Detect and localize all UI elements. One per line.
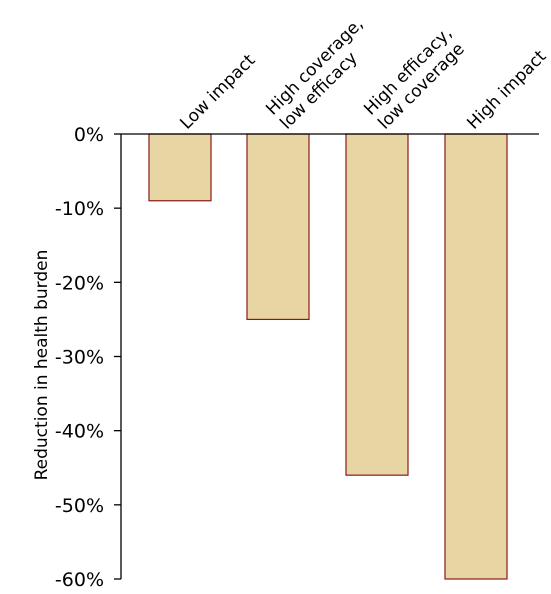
y-tick-label: -60%	[55, 569, 104, 591]
category-label-3: High impact	[463, 46, 550, 133]
y-tick-label: -50%	[55, 495, 104, 517]
y-tick-label: -10%	[55, 198, 104, 220]
category-label-2: High efficacy,low coverage	[360, 23, 470, 133]
y-axis: 0% -10% -20% -30% -40% -50% -60%	[55, 124, 122, 591]
category-label-line: Low impact	[176, 50, 259, 133]
y-tick-label: -30%	[55, 347, 104, 369]
bar-0	[148, 133, 212, 202]
category-labels: Low impact High coverage,low efficacyHigh…	[176, 14, 550, 133]
y-tick-label: 0%	[74, 124, 104, 146]
bars-group	[148, 133, 508, 580]
category-label-1: High coverage,low efficacy	[262, 14, 381, 133]
bar-1	[246, 133, 310, 321]
y-tick-label: -40%	[55, 421, 104, 443]
y-axis-title: Reduction in health burden	[32, 250, 52, 481]
category-label-line: High impact	[463, 46, 550, 133]
bar-3	[444, 133, 508, 580]
category-label-0: Low impact	[176, 50, 259, 133]
bar-2	[345, 133, 409, 476]
y-tick-label: -20%	[55, 272, 104, 294]
